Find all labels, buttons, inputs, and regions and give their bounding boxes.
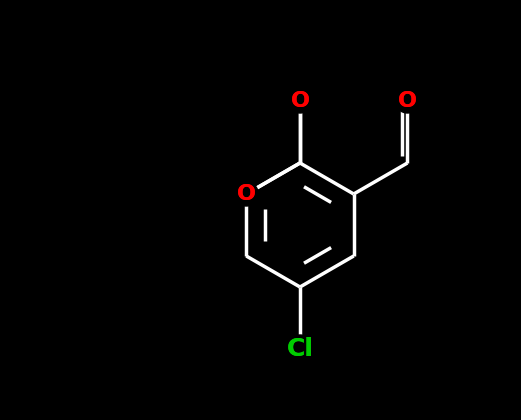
Circle shape xyxy=(399,92,416,110)
Text: O: O xyxy=(237,184,256,204)
Circle shape xyxy=(291,92,309,110)
Circle shape xyxy=(237,185,255,203)
Text: O: O xyxy=(291,91,309,111)
Text: O: O xyxy=(237,184,256,204)
Circle shape xyxy=(286,335,314,363)
Text: Cl: Cl xyxy=(287,337,314,361)
Text: O: O xyxy=(398,91,417,111)
Circle shape xyxy=(234,182,258,206)
Circle shape xyxy=(395,89,419,113)
Circle shape xyxy=(288,89,312,113)
Circle shape xyxy=(289,338,311,360)
Text: Cl: Cl xyxy=(287,337,314,361)
Text: O: O xyxy=(291,91,309,111)
Text: O: O xyxy=(398,91,417,111)
